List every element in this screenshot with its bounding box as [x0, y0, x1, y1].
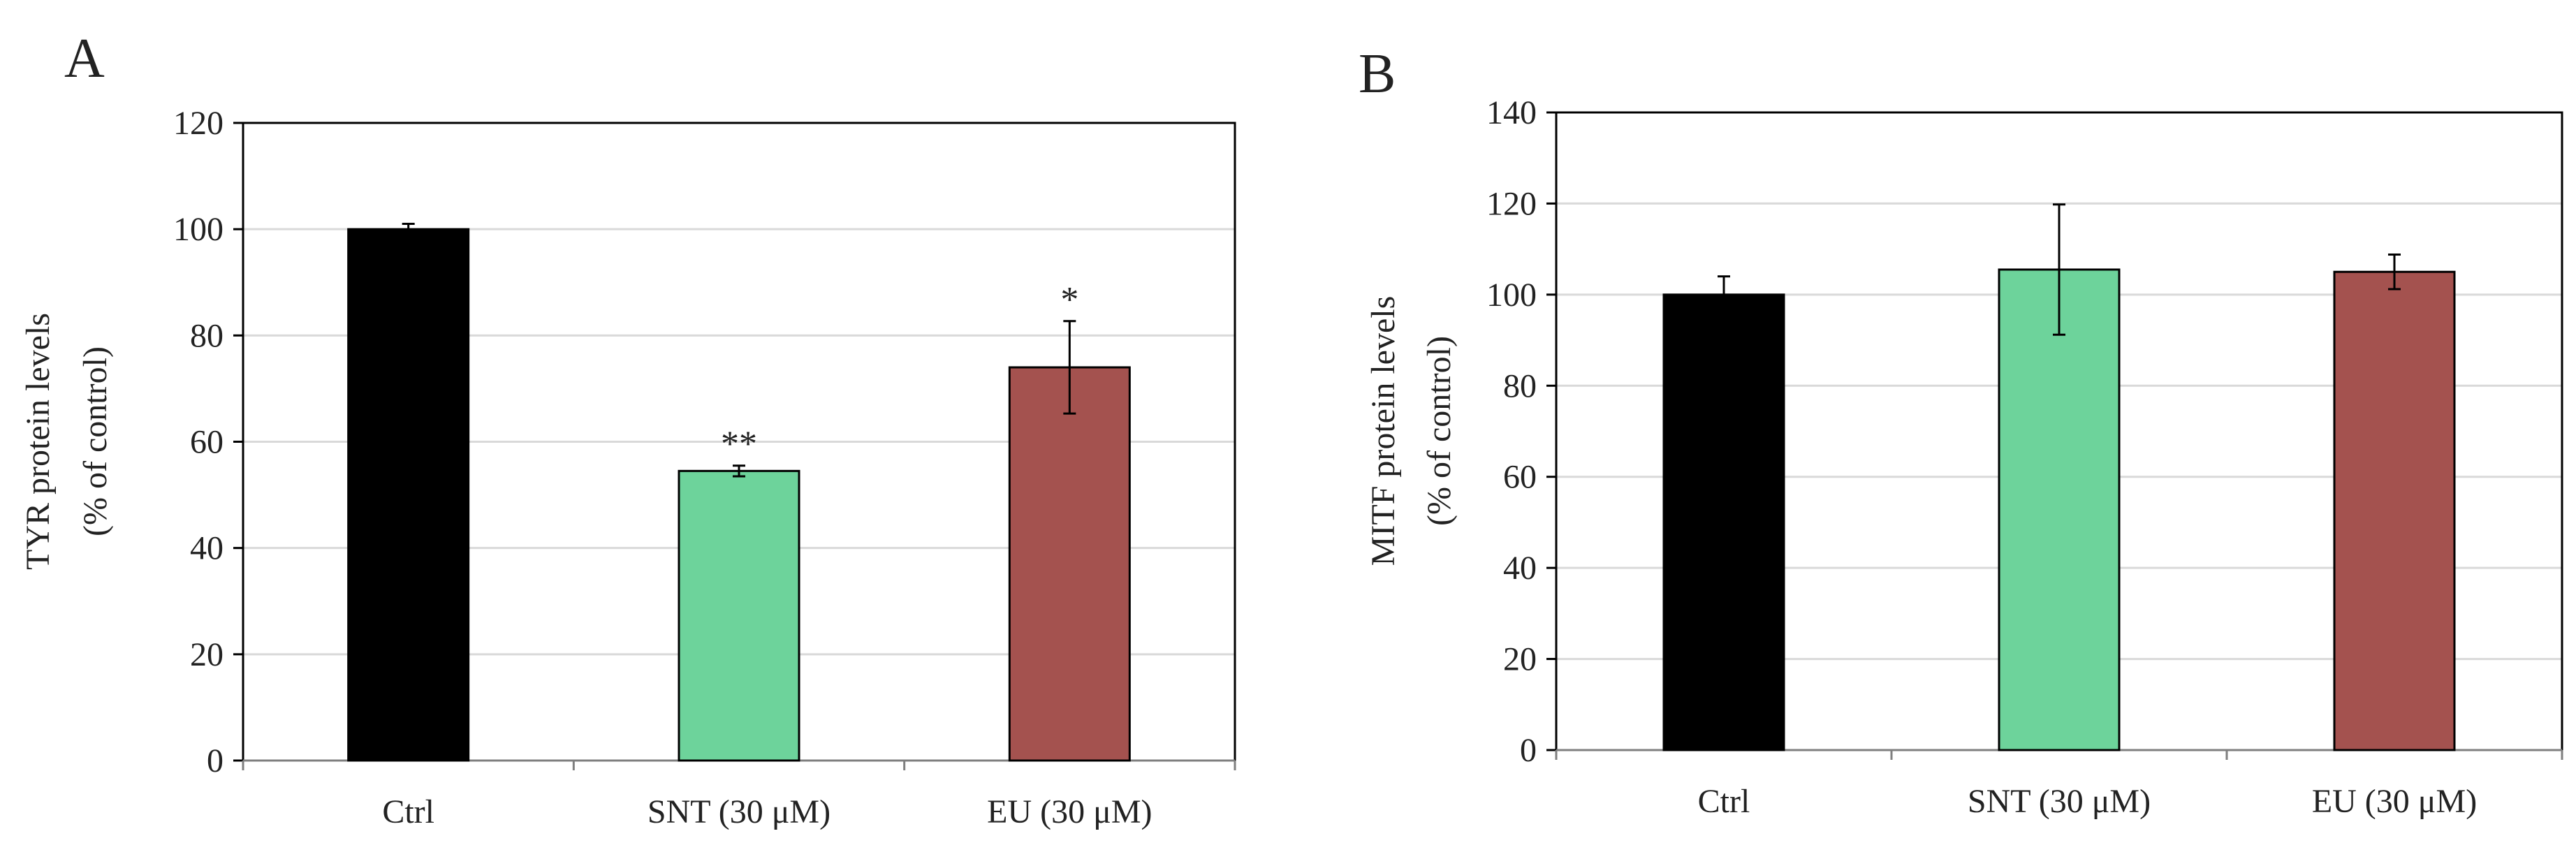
y-tick-label: 120: [1486, 185, 1537, 222]
y-axis-title: (% of control): [1421, 336, 1458, 526]
y-tick-label: 140: [1486, 94, 1537, 131]
y-axis-title: (% of control): [77, 346, 114, 536]
significance-marker: *: [1060, 280, 1078, 320]
y-tick-label: 100: [1486, 277, 1537, 314]
y-tick-label: 100: [173, 211, 224, 248]
significance-marker: **: [721, 425, 757, 464]
category-label: Ctrl: [382, 793, 434, 830]
bar: [1662, 293, 1785, 751]
bar: [2333, 270, 2456, 751]
y-tick-label: 40: [190, 530, 224, 567]
y-tick-label: 0: [1520, 732, 1537, 769]
y-tick-label: 0: [207, 742, 224, 779]
panel-letter: B: [1359, 43, 1396, 105]
bar: [678, 469, 800, 762]
y-tick-label: 60: [190, 424, 224, 461]
category-label: Ctrl: [1698, 783, 1750, 820]
y-tick-label: 40: [1503, 550, 1537, 587]
bar: [1008, 366, 1131, 762]
y-tick-label: 80: [190, 317, 224, 354]
category-label: SNT (30 μM): [1968, 783, 2151, 820]
y-axis-title: MITF protein levels: [1365, 296, 1402, 566]
category-label: EU (30 μM): [2312, 783, 2477, 820]
y-axis-title: TYR protein levels: [20, 313, 57, 570]
y-tick-label: 60: [1503, 459, 1537, 496]
y-tick-label: 20: [1503, 641, 1537, 678]
y-tick-label: 80: [1503, 367, 1537, 404]
bar: [1998, 268, 2121, 751]
chart-panel-a: A 0 20 40 60 80 100 120 Ctrl ** SNT (30 μM) * EU (3…: [20, 28, 1236, 830]
y-tick-label: 20: [190, 636, 224, 673]
bar: [347, 228, 470, 762]
chart-panel-b: B 0 20 40 60 80 100 120 140 Ctrl SNT (30 μM) EU (3…: [1359, 43, 2563, 820]
y-tick-label: 120: [173, 105, 224, 142]
panel-letter: A: [64, 28, 105, 89]
category-label: EU (30 μM): [987, 793, 1152, 830]
category-label: SNT (30 μM): [647, 793, 830, 830]
